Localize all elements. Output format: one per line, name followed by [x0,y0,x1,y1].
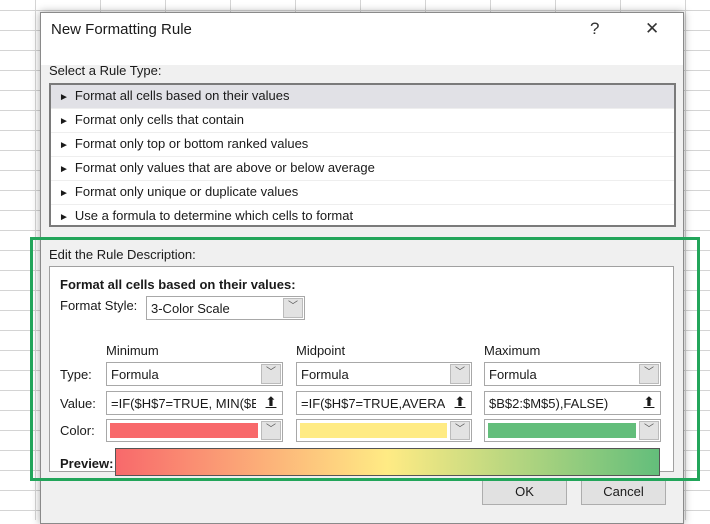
type-label: Type: [60,367,92,382]
dialog-title: New Formatting Rule [51,21,192,38]
rule-type-item-label: Format only values that are above or bel… [74,160,375,175]
chevron-down-icon[interactable]: ﹀ [639,421,659,440]
color-swatch [300,423,447,438]
chevron-down-icon[interactable]: ﹀ [450,364,470,384]
rule-type-item-label: Format all cells based on their values [74,88,290,103]
cancel-button[interactable]: Cancel [581,478,666,505]
arrow-right-icon: ► [59,164,69,175]
rule-type-item[interactable]: ► Use a formula to determine which cells … [51,205,674,229]
format-style-value: 3-Color Scale [151,301,230,316]
arrow-right-icon: ► [59,188,69,199]
rule-type-item-label: Use a formula to determine which cells t… [74,208,354,223]
type-select[interactable]: Formula ﹀ [484,362,661,386]
chevron-down-icon[interactable]: ﹀ [261,364,281,384]
column-header: Minimum [106,343,159,358]
color-swatch [110,423,258,438]
format-style-select[interactable]: 3-Color Scale ﹀ [146,296,305,320]
close-button[interactable]: ✕ [645,19,660,38]
value-text: =IF($H$7=TRUE, MIN($B$ [111,396,256,411]
title-bar: New Formatting Rule ? ✕ [41,13,683,65]
format-style-label: Format Style: [60,298,138,313]
rule-type-item[interactable]: ► Format only unique or duplicate values [51,181,674,205]
value-input[interactable]: =IF($H$7=TRUE, MIN($B$ ⬆ [106,391,283,415]
value-label: Value: [60,396,96,411]
color-label: Color: [60,423,95,438]
color-picker[interactable]: ﹀ [296,419,472,442]
rule-type-item-label: Format only top or bottom ranked values [74,136,309,151]
chevron-down-icon[interactable]: ﹀ [283,298,303,318]
rule-type-item[interactable]: ► Format only values that are above or be… [51,157,674,181]
description-heading: Format all cells based on their values: [60,277,296,292]
arrow-right-icon: ► [59,212,69,223]
type-select[interactable]: Formula ﹀ [296,362,472,386]
color-picker[interactable]: ﹀ [484,419,661,442]
value-input[interactable]: $B$2:$M$5),FALSE) ⬆ [484,391,661,415]
color-picker[interactable]: ﹀ [106,419,283,442]
color-scale-preview [115,448,660,476]
value-input[interactable]: =IF($H$7=TRUE,AVERAGE ⬆ [296,391,472,415]
new-formatting-rule-dialog: New Formatting Rule ? ✕ Select a Rule Ty… [40,12,684,524]
rule-type-label: Select a Rule Type: [49,63,162,78]
rule-type-list[interactable]: ► Format all cells based on their values ►… [49,83,676,229]
rule-type-item[interactable]: ► Format all cells based on their values [51,85,674,109]
chevron-down-icon[interactable]: ﹀ [261,421,281,440]
rule-type-item[interactable]: ► Format only cells that contain [51,109,674,133]
chevron-down-icon[interactable]: ﹀ [450,421,470,440]
arrow-right-icon: ► [59,140,69,151]
arrow-right-icon: ► [59,92,69,103]
column-header: Midpoint [296,343,346,358]
type-value: Formula [489,367,537,382]
color-swatch [488,423,636,438]
type-value: Formula [111,367,159,382]
rule-type-item-label: Format only unique or duplicate values [74,184,299,199]
help-button[interactable]: ? [590,19,600,38]
collapse-dialog-icon[interactable]: ⬆ [261,393,281,413]
rule-type-item[interactable]: ► Format only top or bottom ranked values [51,133,674,157]
column-header: Maximum [484,343,541,358]
type-select[interactable]: Formula ﹀ [106,362,283,386]
value-text: $B$2:$M$5),FALSE) [489,396,609,411]
rule-description-panel: Format all cells based on their values: … [49,266,674,476]
collapse-dialog-icon[interactable]: ⬆ [639,393,659,413]
value-text: =IF($H$7=TRUE,AVERAGE [301,396,445,411]
collapse-dialog-icon[interactable]: ⬆ [450,393,470,413]
rule-type-item-label: Format only cells that contain [74,112,244,127]
ok-button[interactable]: OK [482,478,567,505]
preview-label: Preview: [60,456,114,471]
chevron-down-icon[interactable]: ﹀ [639,364,659,384]
arrow-right-icon: ► [59,116,69,127]
type-value: Formula [301,367,349,382]
rule-description-label: Edit the Rule Description: [49,247,196,262]
